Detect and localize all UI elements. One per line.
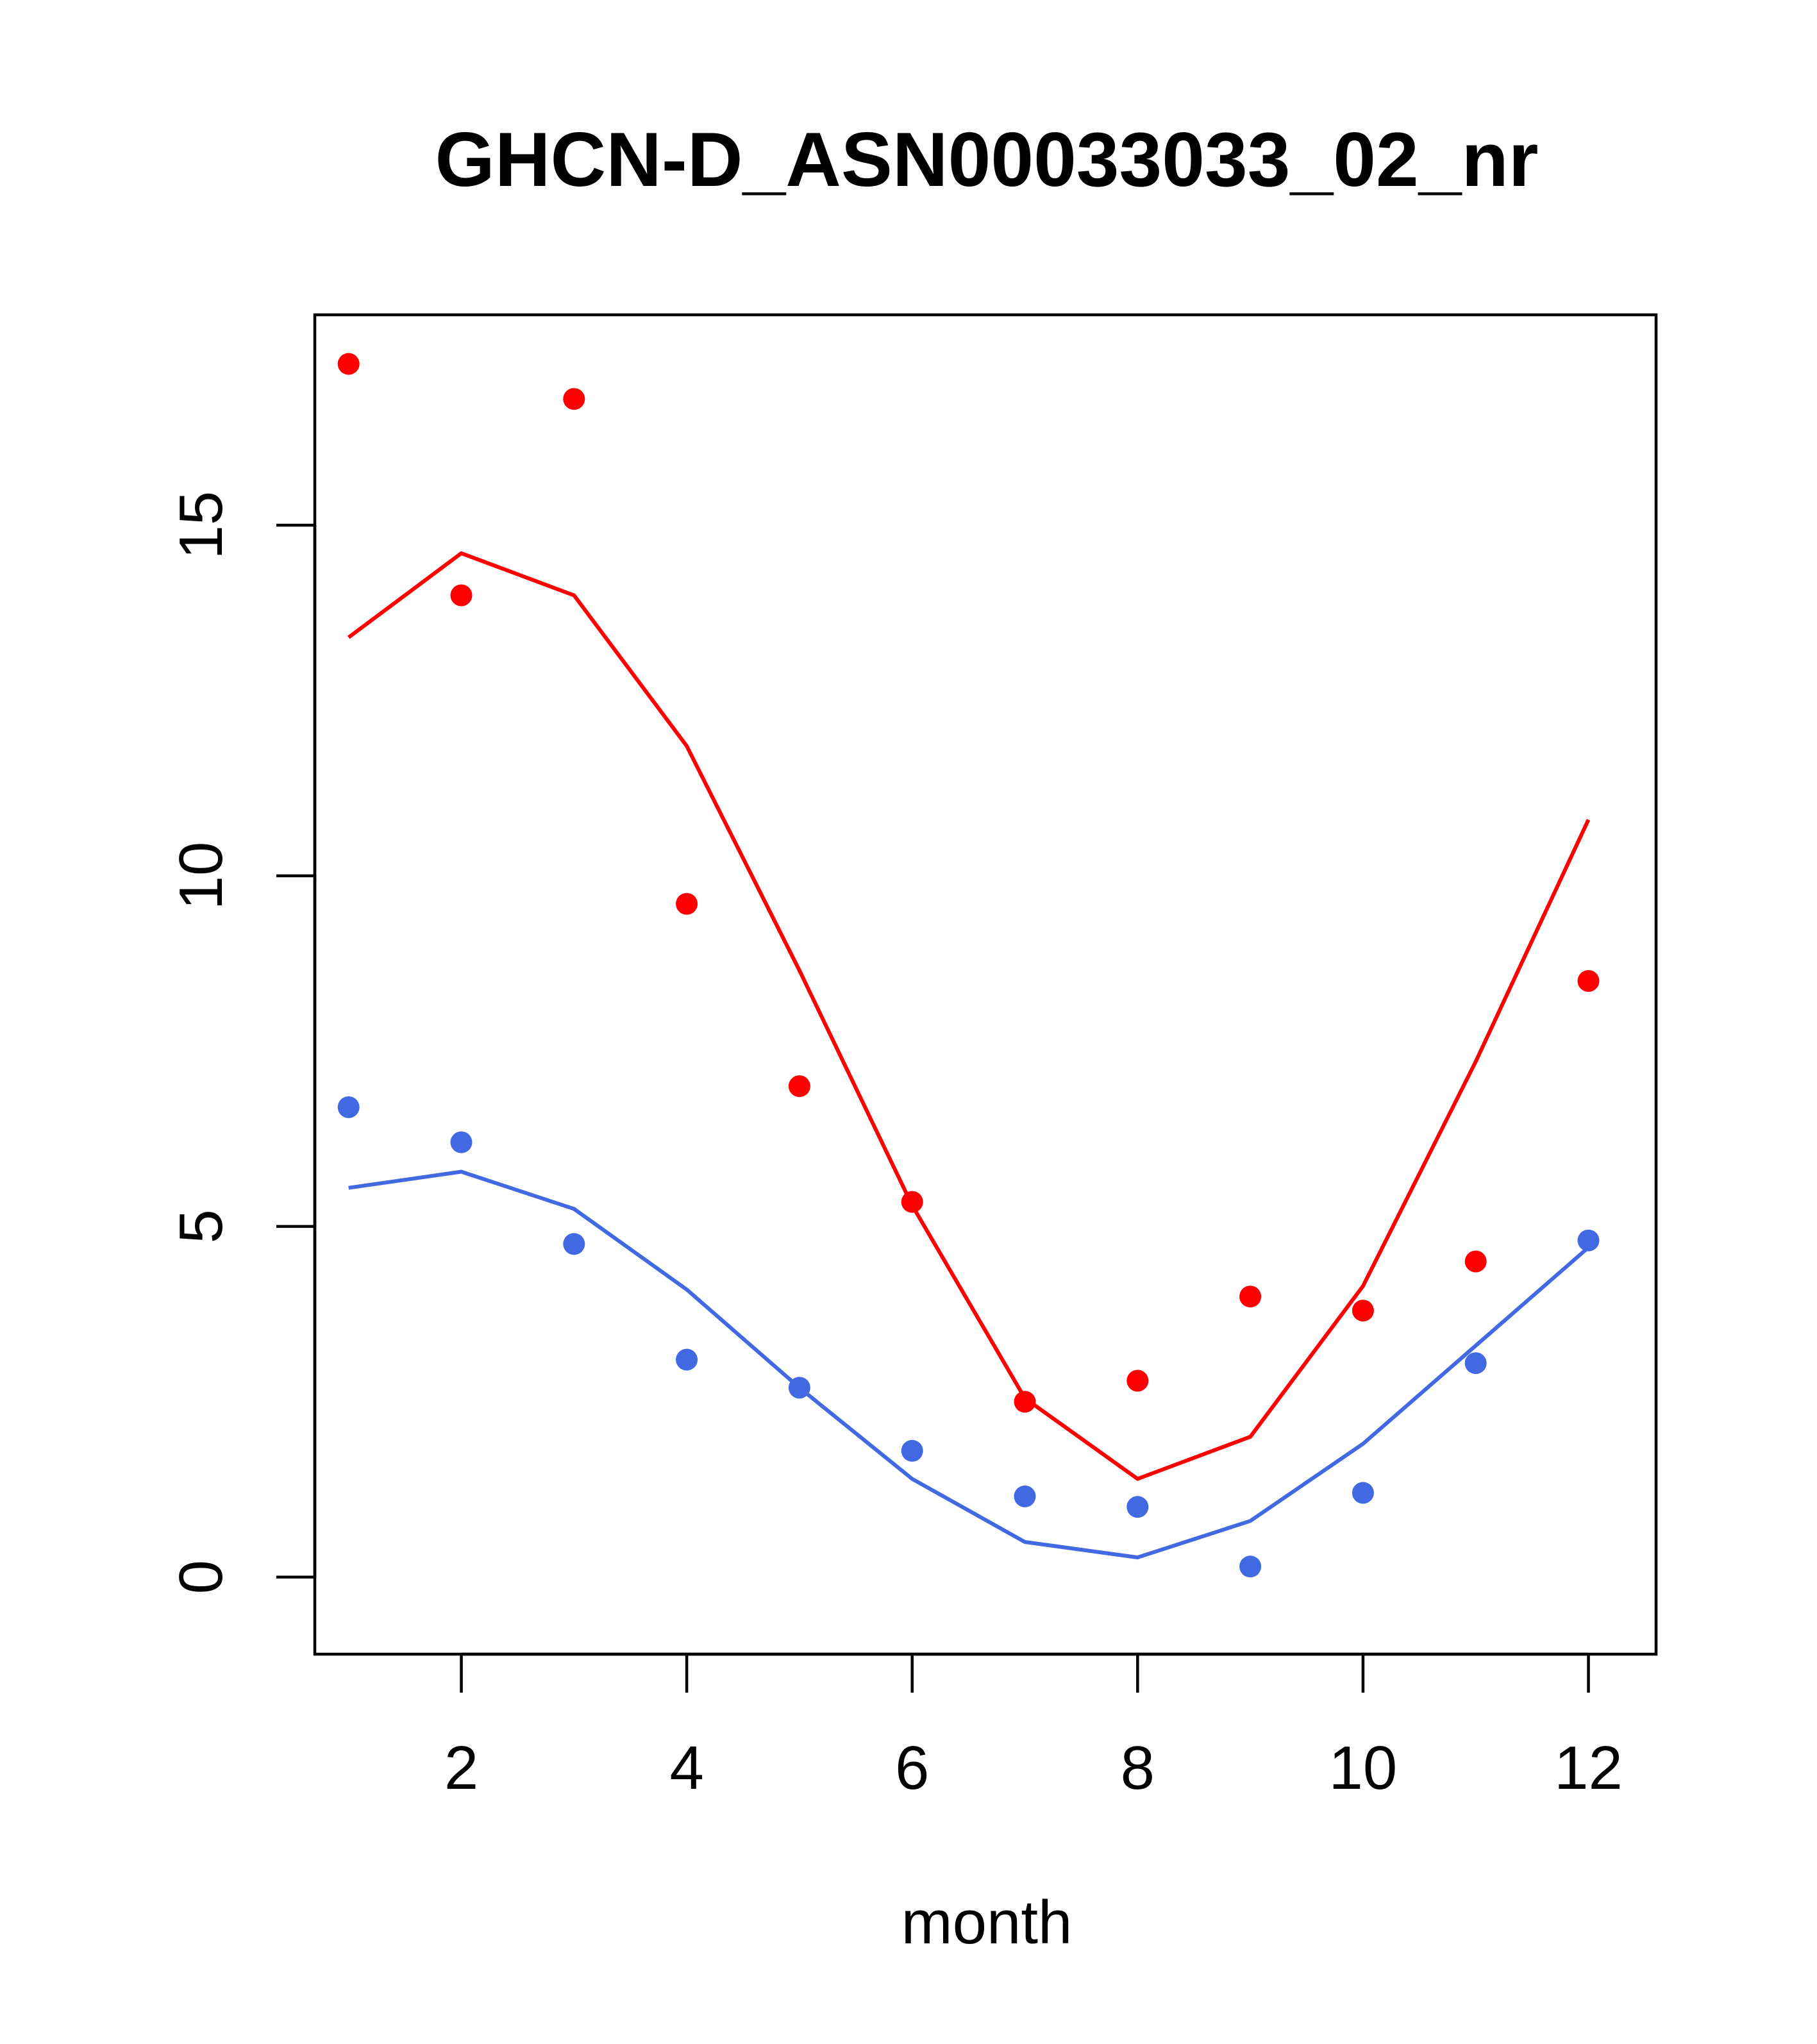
data-point (1239, 1286, 1262, 1308)
data-point (1464, 1250, 1487, 1273)
data-point (450, 584, 473, 607)
series-layer (337, 353, 1600, 1578)
x-tick-label: 12 (1554, 1734, 1623, 1802)
data-point (1126, 1370, 1149, 1392)
data-point (337, 353, 360, 375)
x-axis: 2 4 6 8 10 12 (444, 1652, 1623, 1802)
data-point (1577, 1229, 1600, 1252)
data-point (563, 1233, 585, 1255)
data-point (1126, 1496, 1149, 1518)
x-tick-label: 4 (669, 1734, 703, 1802)
data-point (676, 1348, 698, 1371)
y-tick-label: 0 (167, 1560, 235, 1594)
data-point (1352, 1482, 1374, 1504)
series-line (348, 1169, 1590, 1560)
y-axis: 0 5 10 15 (167, 491, 317, 1594)
data-point (563, 388, 585, 410)
data-point (1014, 1485, 1036, 1507)
x-tick-label: 10 (1329, 1734, 1398, 1802)
chart-title: GHCN-D_ASN00033033_02_nr (435, 117, 1539, 203)
data-point (901, 1191, 923, 1213)
data-point (1014, 1391, 1036, 1413)
x-axis-label: month (901, 1888, 1073, 1957)
y-tick-label: 10 (167, 842, 235, 910)
data-point (450, 1131, 473, 1153)
series-1 (337, 1096, 1600, 1578)
data-point (1352, 1300, 1374, 1322)
x-tick-label: 6 (895, 1734, 929, 1802)
data-point (1577, 970, 1600, 992)
data-point (901, 1439, 923, 1462)
x-tick-label: 8 (1121, 1734, 1155, 1802)
data-point (788, 1377, 810, 1399)
y-tick-label: 5 (167, 1209, 235, 1243)
plot-frame (313, 313, 1658, 1656)
data-point (1239, 1555, 1262, 1578)
series-0 (337, 353, 1600, 1481)
x-tick-label: 2 (444, 1734, 478, 1802)
data-point (676, 892, 698, 915)
data-point (337, 1096, 360, 1118)
series-line (347, 551, 1591, 1481)
data-point (788, 1075, 810, 1098)
y-tick-label: 15 (167, 491, 235, 560)
data-point (1464, 1352, 1487, 1375)
